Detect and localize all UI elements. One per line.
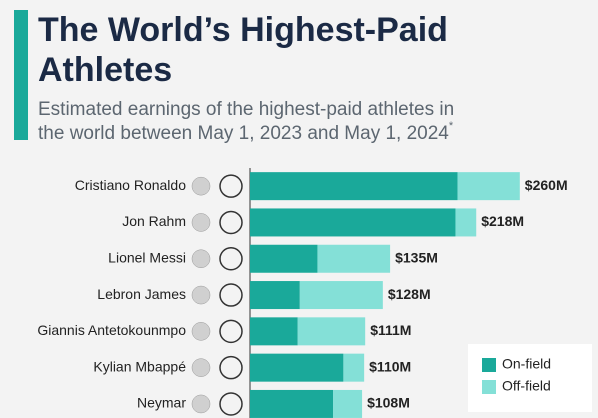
bar-segment — [250, 208, 456, 237]
subtitle: the world between May 1, 2023 and May 1,… — [38, 120, 454, 144]
value-label: $110M — [369, 358, 411, 374]
chart-title: Athletes — [38, 51, 172, 89]
bar-segment — [250, 353, 344, 382]
legend-label: On-field — [502, 356, 551, 372]
bar-segment — [250, 172, 458, 201]
accent-bar — [14, 10, 28, 140]
value-label: $135M — [395, 249, 438, 265]
flag-icon — [191, 394, 211, 414]
legend-box — [468, 344, 592, 412]
value-label: $218M — [481, 213, 524, 229]
subtitle: Estimated earnings of the highest-paid a… — [38, 99, 454, 120]
y-tick-label: Jon Rahm — [122, 213, 186, 229]
bar-segment — [250, 317, 298, 346]
value-label: $108M — [367, 395, 410, 411]
legend-label: Off-field — [502, 378, 551, 394]
y-tick-label: Neymar — [137, 395, 186, 411]
y-tick-label: Giannis Antetokounmpo — [37, 322, 186, 338]
y-tick-label: Lebron James — [97, 286, 186, 302]
legend-swatch — [482, 380, 496, 394]
flag-icon — [191, 213, 211, 232]
sport-icon — [219, 319, 243, 344]
bar-segment — [457, 172, 520, 201]
bar-segment — [250, 244, 318, 273]
bar-segment — [250, 281, 300, 310]
value-label: $260M — [525, 177, 568, 193]
sport-icon — [219, 392, 243, 416]
sport-icon — [219, 283, 243, 307]
y-tick-label: Cristiano Ronaldo — [75, 177, 186, 193]
chart-title: The World’s Highest-Paid — [38, 11, 448, 49]
y-tick-label: Kylian Mbappé — [93, 358, 186, 374]
bar-segment — [333, 389, 363, 418]
value-label: $111M — [370, 322, 411, 338]
flag-icon — [191, 322, 211, 341]
sport-icon — [219, 174, 243, 198]
bar-segment — [317, 244, 391, 273]
bar-segment — [455, 208, 477, 237]
sport-icon — [219, 210, 243, 235]
flag-icon — [191, 249, 211, 268]
flag-icon — [191, 285, 211, 305]
bar-segment — [297, 317, 366, 346]
flag-icon — [191, 176, 211, 196]
bar-segment — [299, 281, 383, 310]
footnote-marker: * — [449, 120, 454, 132]
bar-segment — [250, 389, 334, 418]
y-tick-label: Lionel Messi — [108, 249, 186, 265]
subtitle-line: the world between May 1, 2023 and May 1,… — [38, 123, 449, 144]
sport-icon — [219, 355, 243, 380]
flag-icon — [191, 358, 211, 377]
sport-icon — [219, 247, 243, 271]
value-label: $128M — [388, 286, 431, 302]
legend-swatch — [482, 358, 496, 372]
bar-segment — [343, 353, 365, 382]
